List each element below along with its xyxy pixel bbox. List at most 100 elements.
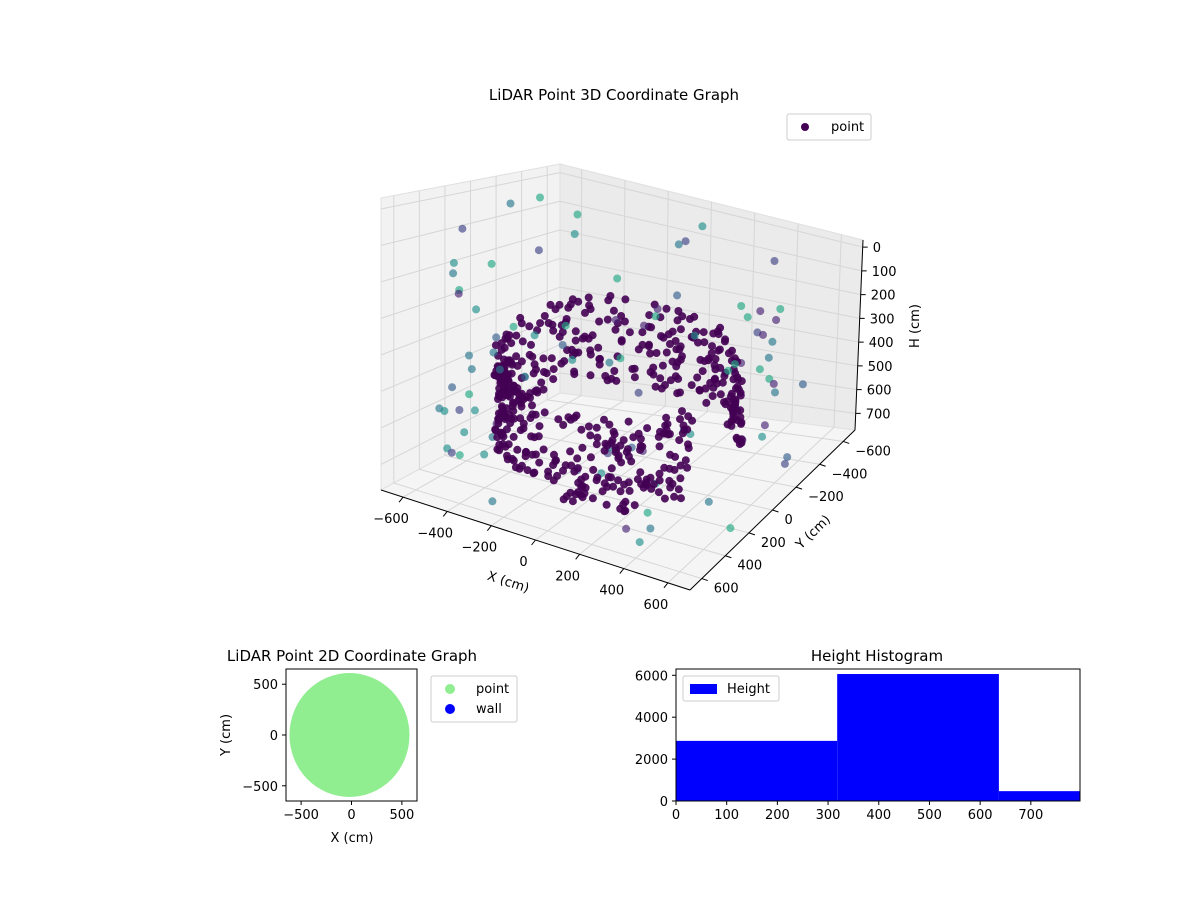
scatter-2d-point [313, 760, 324, 771]
scatter-3d-point [495, 440, 504, 449]
scatter-3d-point [561, 321, 570, 330]
scatter-3d-point [511, 463, 520, 472]
scatter-3d-point [656, 374, 665, 383]
scatter-2d-point [372, 692, 383, 703]
scatter-3d-point [519, 395, 528, 404]
scatter-3d-point [586, 431, 595, 440]
scatter-3d-point [517, 461, 526, 470]
scatter-3d-point [536, 319, 545, 328]
z-tick-label-3d: 0 [873, 241, 881, 256]
scatter-3d-point [679, 421, 688, 430]
scatter-3d-point [756, 307, 765, 316]
scatter-3d-point [699, 328, 708, 337]
scatter-3d-point [678, 429, 687, 438]
z-tick-label-3d: 200 [871, 289, 896, 304]
histogram-y-tick-label: 0 [660, 795, 668, 810]
scatter-3d-point [467, 365, 476, 374]
histogram-y-tick-label: 4000 [635, 711, 668, 726]
scatter-3d-point [458, 224, 467, 233]
scatter-3d-point [530, 360, 539, 369]
scatter-3d-point [780, 459, 789, 468]
scatter-3d-point [596, 354, 604, 363]
scatter-3d-point [658, 361, 667, 370]
scatter-3d-point [674, 485, 683, 494]
scatter-3d-point [527, 340, 535, 349]
scatter-3d-point [708, 342, 716, 351]
scatter-3d-point [540, 408, 549, 417]
scatter-3d-point [733, 416, 742, 425]
scatter-3d-point [555, 300, 564, 309]
scatter-3d-point [643, 424, 652, 433]
histogram-x-tick-label: 400 [866, 808, 891, 823]
x-tick-3d [486, 525, 492, 532]
scatter-3d-point [566, 447, 575, 456]
scatter-3d-point [649, 480, 658, 489]
scatter-3d-point [567, 345, 576, 354]
scatter-3d-point [578, 443, 587, 452]
scatter-3d-point [677, 494, 685, 503]
scatter-3d-point [497, 376, 506, 385]
grid-line-x [579, 416, 750, 555]
scatter-2d-point [389, 719, 400, 730]
scatter-3d-point [646, 349, 655, 358]
scatter-3d-point [559, 421, 568, 429]
scatter-3d-point [465, 390, 474, 399]
scatter-3d-point [634, 388, 643, 397]
scatter-3d-point [737, 302, 746, 310]
scatter-2d-point [304, 765, 315, 776]
scatter-3d-point [675, 436, 684, 445]
scatter-3d-point [659, 333, 668, 342]
scatter-3d-point [528, 410, 537, 419]
scatter-3d-points [435, 193, 807, 547]
scatter-3d-point [570, 230, 579, 238]
scatter-3d-point [714, 330, 723, 339]
legend-histogram: Height [682, 675, 780, 702]
scatter-2d-point [356, 686, 367, 697]
scatter-3d-point [509, 322, 518, 331]
scatter-3d-point [455, 451, 464, 460]
scatter-3d-point [707, 349, 716, 358]
scatter-3d-point [562, 315, 571, 323]
z-tick-label-3d: 400 [869, 336, 894, 351]
scatter-3d-point [549, 375, 558, 384]
scatter-3d-point [540, 368, 548, 376]
scatter-3d-point [495, 365, 504, 374]
legend-3d: point [786, 113, 872, 141]
scatter-3d-point [671, 452, 680, 461]
histogram-x-tick-label: 500 [917, 808, 942, 823]
scatter-3d-point [731, 369, 740, 378]
scatter-3d-point [711, 355, 720, 363]
scatter-3d-point [614, 476, 623, 485]
scatter-3d-point [607, 473, 615, 482]
scatter-3d-point [537, 378, 546, 387]
y-tick-label-3d: 200 [761, 536, 786, 551]
legend-2d-point-label: point [476, 682, 509, 697]
histogram-ticks: 0 100 200 300 400 500 600 700 0 2000 4000 6000 [635, 669, 1043, 823]
grid-line-z [380, 315, 858, 392]
z-tick-label-3d: 600 [867, 384, 892, 399]
scatter-3d-point [706, 379, 715, 387]
histogram-bar [676, 740, 838, 801]
scatter-3d-point [671, 337, 680, 345]
scatter-3d-point [678, 352, 686, 361]
scatter-3d-point [723, 397, 731, 406]
histogram-bar [837, 674, 999, 801]
grid-line-z [380, 257, 860, 319]
scatter-3d-point [581, 472, 590, 481]
scatter-2d-point [334, 687, 345, 697]
scatter-2d-points [289, 673, 410, 797]
scatter-3d-point [625, 486, 634, 495]
scatter-3d-point [630, 373, 639, 382]
y-tick-label-2d: 500 [253, 678, 278, 693]
scatter-3d-point [512, 352, 521, 361]
scatter-3d-point [636, 468, 645, 477]
scatter-3d-point [595, 317, 604, 326]
x-tick-label-3d: −400 [417, 526, 453, 541]
scatter-3d-point [630, 501, 639, 510]
scatter-3d-point [661, 381, 669, 389]
scatter-3d-point [743, 313, 752, 322]
grid-line-x [667, 426, 835, 584]
scatter-3d-point [547, 354, 556, 363]
scatter-3d-point [624, 417, 633, 426]
